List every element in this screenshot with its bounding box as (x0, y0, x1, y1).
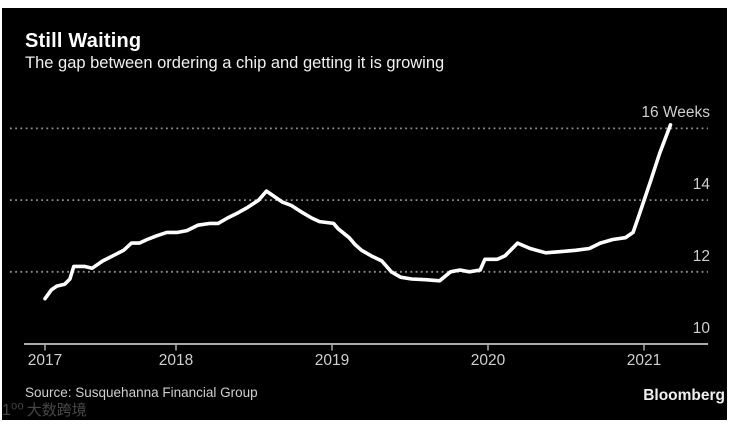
y-tick-label: 16 Weeks (641, 104, 710, 122)
y-tick-label: 12 (692, 247, 710, 265)
chart-subtitle: The gap between ordering a chip and gett… (25, 54, 445, 72)
y-tick-label: 10 (692, 319, 710, 337)
x-tick-label: 2018 (158, 352, 194, 369)
lead-time-line (43, 123, 673, 301)
chart-title: Still Waiting (25, 30, 142, 52)
axis-ticks-group (44, 344, 645, 351)
watermark-text: 大数跨境 (26, 402, 87, 419)
x-tick-label: 2020 (470, 352, 506, 369)
x-tick-label: 2017 (27, 352, 63, 369)
x-tick-label: 2019 (314, 352, 350, 369)
gridlines-group (10, 127, 708, 273)
chart-canvas (2, 8, 727, 420)
bloomberg-logo: Bloomberg (643, 387, 725, 404)
source-note: Source: Susquehanna Financial Group (25, 385, 258, 400)
x-tick-label: 2021 (626, 352, 662, 369)
y-tick-label: 14 (692, 176, 710, 194)
watermark: 1⁰⁰ 大数跨境 (2, 399, 87, 420)
watermark-logo: 1⁰⁰ (2, 402, 24, 419)
